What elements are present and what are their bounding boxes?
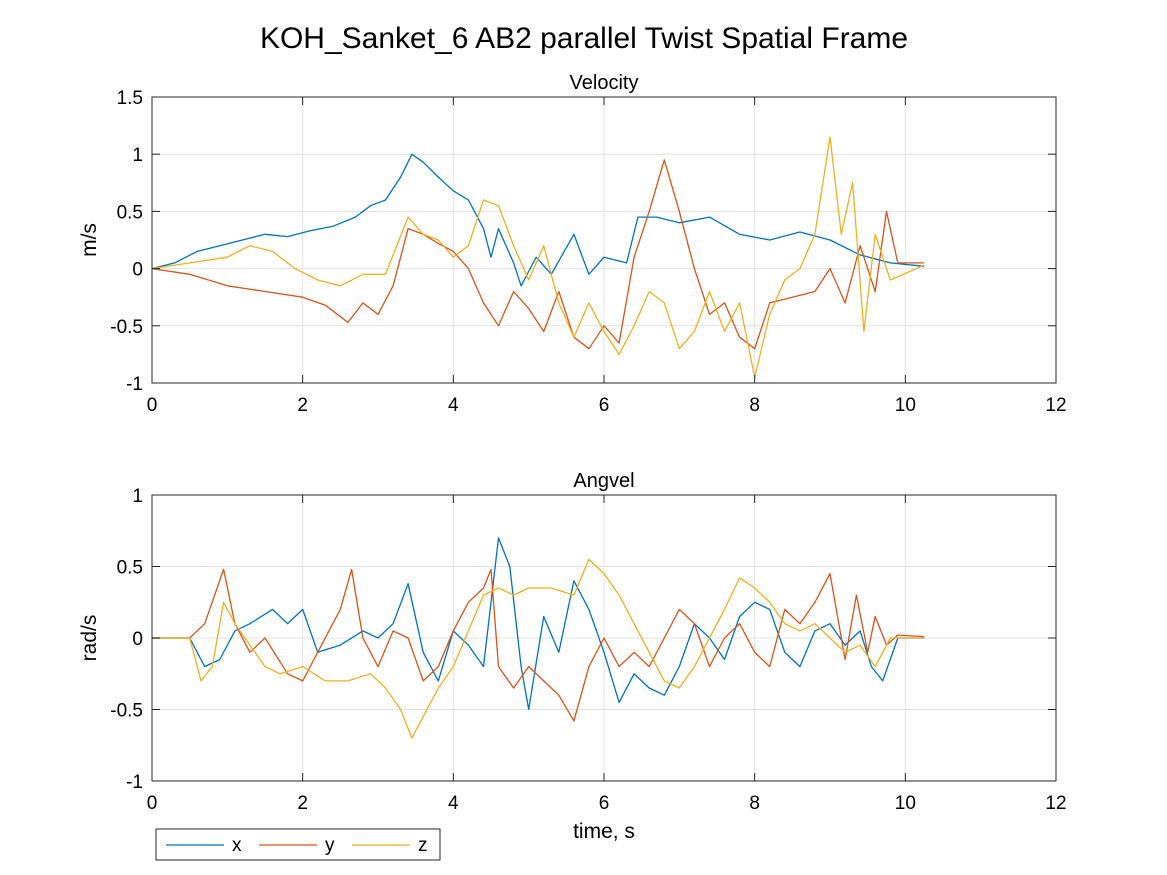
velocity-series-z <box>151 136 925 378</box>
velocity-y-tick-label: -0.5 <box>110 317 143 338</box>
velocity-x-tick-label: 0 <box>147 395 158 416</box>
angvel-ylabel: rad/s <box>78 615 101 662</box>
velocity-title: Velocity <box>570 72 639 94</box>
angvel-y-tick-label: 0 <box>132 629 143 650</box>
velocity-y-tick-label: 1.5 <box>117 88 143 109</box>
velocity-x-tick-label: 4 <box>448 395 459 416</box>
velocity-ylabel: m/s <box>78 223 101 257</box>
angvel-title: Angvel <box>573 470 634 492</box>
angvel-x-tick-label: 4 <box>448 793 459 814</box>
angvel-x-tick-label: 6 <box>599 793 610 814</box>
angvel-xlabel: time, s <box>573 820 635 843</box>
angvel-series-y <box>152 568 925 722</box>
velocity-x-tick-label: 10 <box>895 395 916 416</box>
velocity-x-tick-label: 8 <box>749 395 760 416</box>
velocity-x-tick-label: 2 <box>297 395 308 416</box>
velocity-x-tick-label: 12 <box>1045 395 1066 416</box>
legend-label-z: z <box>418 835 428 856</box>
angvel-series-z <box>152 558 925 739</box>
angvel-y-tick-label: 0.5 <box>117 558 143 579</box>
angvel-x-tick-label: 12 <box>1045 793 1066 814</box>
angvel-y-tick-label: -1 <box>126 772 143 793</box>
velocity-y-tick-label: -1 <box>126 374 143 395</box>
figure-title: KOH_Sanket_6 AB2 parallel Twist Spatial … <box>260 22 908 55</box>
legend-label-y: y <box>325 835 335 856</box>
angvel-x-tick-label: 2 <box>297 793 308 814</box>
velocity-axes: 0 2 4 6 8 10 12 -1 -0.5 0 0.5 1 1.5 Velocity m/s <box>78 72 1067 416</box>
legend: x y z <box>155 828 441 861</box>
velocity-y-tick-label: 0 <box>132 260 143 281</box>
angvel-x-tick-label: 0 <box>147 793 158 814</box>
angvel-x-tick-label: 8 <box>749 793 760 814</box>
velocity-y-tick-label: 1 <box>132 145 143 166</box>
velocity-series-y <box>151 159 925 350</box>
angvel-series-x <box>152 537 925 711</box>
angvel-x-tick-label: 10 <box>895 793 916 814</box>
velocity-series-x <box>151 153 925 287</box>
velocity-y-tick-label: 0.5 <box>117 202 143 223</box>
angvel-y-tick-label: -0.5 <box>110 701 143 722</box>
angvel-axes: 0 2 4 6 8 10 12 -1 -0.5 0 0.5 1 Angvel rad/s time, s <box>78 470 1067 843</box>
angvel-y-tick-label: 1 <box>132 486 143 507</box>
legend-label-x: x <box>232 835 242 856</box>
velocity-x-tick-label: 6 <box>599 395 610 416</box>
